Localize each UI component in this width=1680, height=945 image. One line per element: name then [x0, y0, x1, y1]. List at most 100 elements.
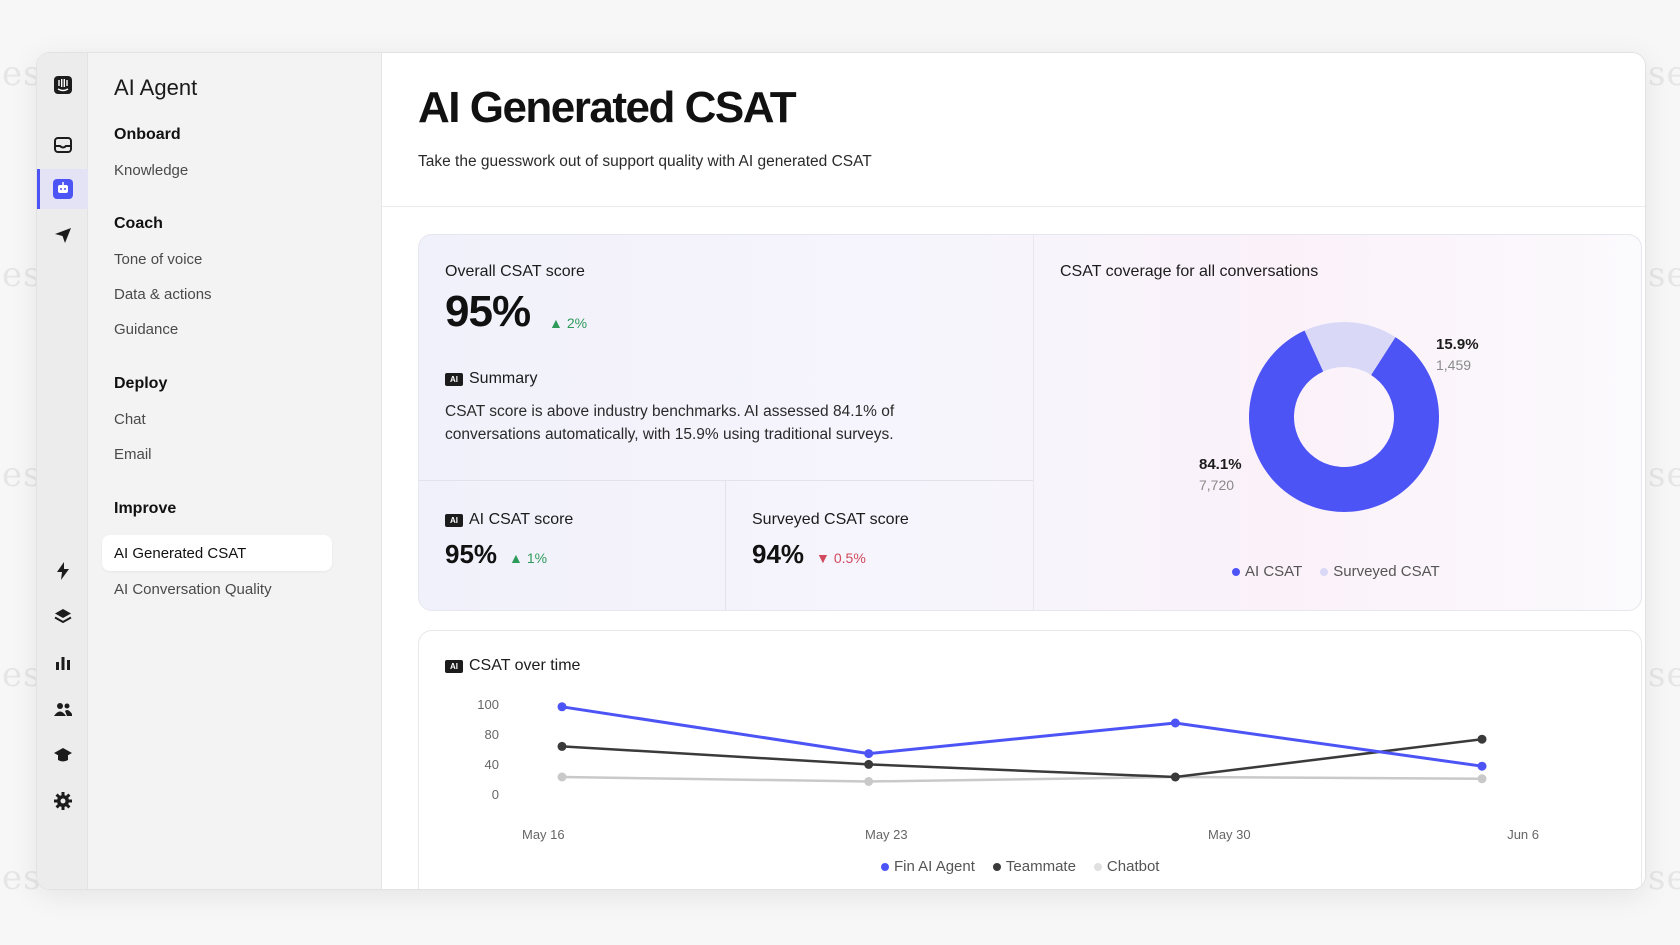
- summary-text: CSAT score is above industry benchmarks.…: [445, 403, 895, 443]
- ai-agent-nav: AI Agent Onboard Knowledge Coach Tone of…: [88, 53, 382, 889]
- surveyed-csat-label: Surveyed CSAT score: [752, 511, 909, 528]
- series-line-chatbot: [561, 775, 1483, 783]
- csat-over-time-line-chart: 100 80 40 0 May 16 May 23 May 30 Jun 6: [477, 697, 1539, 842]
- coverage-panel: CSAT coverage for all conversations 84.1…: [1033, 235, 1641, 610]
- nav-item-ai-conversation-quality[interactable]: AI Conversation Quality: [114, 580, 272, 598]
- series-point: [1477, 774, 1487, 784]
- legend-dot: [992, 862, 1001, 871]
- surveyed-csat-delta: ▼ 0.5%: [816, 550, 866, 566]
- series-point: [557, 741, 567, 751]
- icon-rail: [37, 53, 88, 889]
- panel-divider: [419, 480, 1033, 481]
- watermark: es: [2, 655, 42, 695]
- legend-label: Fin AI Agent: [894, 858, 975, 875]
- y-tick-label: 40: [485, 757, 499, 772]
- legend-label: Teammate: [1005, 858, 1076, 875]
- nav-section-coach: Coach: [114, 215, 163, 232]
- coverage-title: CSAT coverage for all conversations: [1060, 263, 1319, 280]
- trend-down-icon: ▼: [816, 550, 830, 566]
- series-point: [1477, 734, 1487, 744]
- legend-dot: [1320, 567, 1329, 576]
- nav-section-improve: Improve: [114, 500, 177, 517]
- ai-badge-icon: AI: [445, 513, 463, 527]
- header-divider: [382, 206, 1645, 207]
- surveyed-csat-delta-value: 0.5%: [833, 550, 866, 566]
- nav-section-onboard: Onboard: [114, 126, 181, 143]
- panel-divider: [725, 480, 726, 610]
- series-point: [864, 749, 874, 759]
- nav-item-tone-of-voice[interactable]: Tone of voice: [114, 250, 203, 268]
- coverage-donut-chart: 84.1% 7,720 15.9% 1,459: [1199, 322, 1479, 512]
- series-point: [557, 772, 567, 782]
- page-subtitle: Take the guesswork out of support qualit…: [418, 153, 872, 170]
- series-point: [864, 777, 874, 786]
- settings-icon[interactable]: [37, 781, 88, 821]
- lightning-icon[interactable]: [37, 551, 88, 591]
- legend-item-teammate: Teammate: [992, 858, 1076, 875]
- legend-item-fin-ai-agent: Fin AI Agent: [881, 858, 975, 875]
- nav-section-deploy: Deploy: [114, 375, 168, 392]
- watermark: es: [2, 54, 42, 94]
- ai-csat-heading: AI AI CSAT score: [445, 511, 573, 529]
- legend-dot: [1093, 862, 1102, 871]
- ai-csat-delta: ▲ 1%: [509, 550, 547, 566]
- ai-badge-icon: AI: [445, 659, 463, 673]
- contacts-icon[interactable]: [37, 689, 88, 729]
- legend-dot: [881, 862, 889, 871]
- legend-label: Surveyed CSAT: [1333, 563, 1440, 580]
- nav-title: AI Agent: [114, 75, 198, 100]
- trend-up-icon: ▲: [509, 550, 523, 566]
- nav-item-knowledge[interactable]: Knowledge: [114, 161, 189, 179]
- nav-item-guidance[interactable]: Guidance: [114, 320, 179, 338]
- donut-slice-ai-csat: [1249, 330, 1439, 512]
- x-tick-label: May 30: [1208, 827, 1251, 842]
- page-title: AI Generated CSAT: [418, 83, 797, 132]
- series-line-teammate: [561, 737, 1483, 779]
- inbox-icon[interactable]: [37, 125, 88, 165]
- series-point: [1477, 761, 1487, 771]
- watermark: se: [1648, 455, 1680, 495]
- watermark: es: [2, 455, 42, 495]
- nav-item-data-actions[interactable]: Data & actions: [114, 285, 212, 303]
- surveyed-csat-value: 94%: [752, 539, 805, 569]
- csat-over-time-card: AI CSAT over time 100 80 40 0 May 16 May 23 Ma…: [418, 630, 1642, 889]
- watermark: es: [2, 255, 42, 295]
- academy-icon[interactable]: [37, 735, 88, 775]
- nav-item-email[interactable]: Email: [114, 445, 152, 463]
- legend-dot: [1232, 567, 1240, 576]
- csat-summary-card: Overall CSAT score 95% ▲ 2% AI Summary C…: [418, 234, 1642, 611]
- nav-item-chat[interactable]: Chat: [114, 410, 146, 428]
- ai-csat-delta-value: 1%: [526, 550, 548, 566]
- csat-over-time-title: CSAT over time: [469, 657, 581, 674]
- x-tick-label: May 23: [865, 827, 908, 842]
- outbound-icon[interactable]: [37, 215, 88, 255]
- line-legend: Fin AI Agent Teammate Chatbot: [881, 858, 1159, 875]
- overall-csat-value: 95%: [445, 287, 531, 336]
- watermark: se: [1648, 655, 1680, 695]
- legend-label: AI CSAT: [1245, 563, 1303, 580]
- series-line-fin-ai-agent: [561, 705, 1483, 768]
- legend-item-chatbot: Chatbot: [1093, 858, 1160, 875]
- legend-label: Chatbot: [1106, 858, 1160, 875]
- donut-slice-surveyed-csat: [1304, 322, 1396, 375]
- overall-csat-label: Overall CSAT score: [445, 263, 585, 280]
- watermark: se: [1648, 858, 1680, 898]
- ai-csat-label: AI CSAT score: [469, 511, 574, 528]
- donut-count-label: 1,459: [1436, 357, 1471, 373]
- watermark: es: [2, 858, 42, 898]
- legend-item-ai-csat: AI CSAT: [1232, 563, 1302, 580]
- layers-icon[interactable]: [37, 597, 88, 637]
- legend-item-surveyed-csat: Surveyed CSAT: [1320, 563, 1440, 580]
- main-content: AI Generated CSAT Take the guesswork out…: [382, 53, 1645, 889]
- donut-percent-label: 15.9%: [1436, 336, 1479, 353]
- reports-icon[interactable]: [37, 643, 88, 683]
- csat-over-time-heading: AI CSAT over time: [445, 657, 580, 675]
- donut-percent-label: 84.1%: [1199, 456, 1242, 473]
- x-tick-label: May 16: [522, 827, 565, 842]
- nav-item-ai-generated-csat[interactable]: AI Generated CSAT: [102, 535, 332, 571]
- ai-agent-icon[interactable]: [37, 169, 88, 209]
- logo-icon[interactable]: [37, 65, 88, 105]
- y-tick-label: 80: [485, 727, 499, 742]
- summary-label: Summary: [469, 370, 538, 387]
- y-tick-label: 0: [492, 787, 499, 802]
